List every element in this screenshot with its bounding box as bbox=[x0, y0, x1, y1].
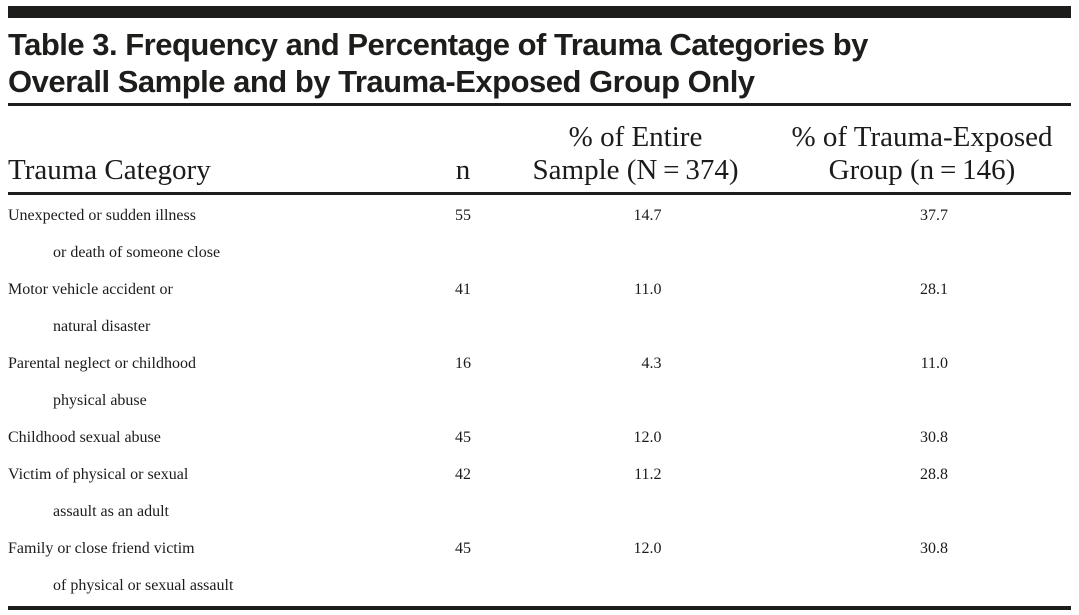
column-header-pct-trauma-exposed: % of Trauma-Exposed Group (n = 146) bbox=[773, 121, 1071, 187]
table-row: Childhood sexual abuse 45 12.0 30.8 bbox=[8, 419, 1071, 456]
cell-trauma-category: Motor vehicle accident or natural disast… bbox=[8, 271, 428, 345]
cell-pct-trauma-exposed: 28.8 bbox=[773, 456, 1071, 493]
column-header-trauma-category: Trauma Category bbox=[8, 154, 211, 186]
cell-n: 41 bbox=[455, 281, 471, 298]
column-header-pct-entire-sample-line1: % of Entire bbox=[568, 121, 703, 153]
pct-trauma-exposed-value: 28.1 bbox=[920, 281, 948, 298]
column-header-pct-entire-sample-line2: Sample (N = 374) bbox=[532, 154, 739, 186]
category-line2: or death of someone close bbox=[53, 244, 221, 261]
cell-n: 42 bbox=[455, 466, 471, 483]
category-line2: physical abuse bbox=[53, 392, 147, 409]
pct-entire-sample-value: 12.0 bbox=[633, 429, 662, 446]
category-line2: natural disaster bbox=[53, 318, 151, 335]
table-row: Victim of physical or sexual assault as … bbox=[8, 456, 1071, 530]
pct-trauma-exposed-value: 28.8 bbox=[920, 466, 948, 483]
pct-entire-sample-value: 14.7 bbox=[633, 207, 662, 224]
cell-pct-entire-sample: 12.0 bbox=[498, 530, 773, 567]
category-line1: Family or close friend victim bbox=[8, 540, 195, 557]
table-body: Unexpected or sudden illness or death of… bbox=[8, 195, 1071, 604]
category-line1: Motor vehicle accident or bbox=[8, 281, 173, 298]
table-row: Family or close friend victim of physica… bbox=[8, 530, 1071, 604]
table-header-row: Trauma Category n % of Entire Sample (N … bbox=[8, 106, 1071, 192]
cell-n: 45 bbox=[455, 540, 471, 557]
table-title: Table 3. Frequency and Percentage of Tra… bbox=[8, 26, 1071, 100]
pct-entire-sample-value: 11.2 bbox=[634, 466, 662, 483]
cell-pct-entire-sample: 11.0 bbox=[498, 271, 773, 308]
cell-pct-entire-sample: 12.0 bbox=[498, 419, 773, 456]
pct-trauma-exposed-value: 37.7 bbox=[920, 207, 948, 224]
category-line1: Victim of physical or sexual bbox=[8, 466, 189, 483]
cell-pct-trauma-exposed: 11.0 bbox=[773, 345, 1071, 382]
cell-n: 16 bbox=[455, 355, 471, 372]
pct-trauma-exposed-value: 11.0 bbox=[920, 355, 948, 372]
cell-pct-trauma-exposed: 28.1 bbox=[773, 271, 1071, 308]
top-black-bar bbox=[8, 6, 1071, 18]
cell-pct-entire-sample: 11.2 bbox=[498, 456, 773, 493]
cell-pct-entire-sample: 4.3 bbox=[498, 345, 773, 382]
category-line1: Childhood sexual abuse bbox=[8, 429, 161, 446]
category-line1: Unexpected or sudden illness bbox=[8, 207, 196, 224]
table-title-line2: Overall Sample and by Trauma-Exposed Gro… bbox=[8, 64, 755, 99]
cell-pct-entire-sample: 14.7 bbox=[498, 197, 773, 234]
cell-trauma-category: Parental neglect or childhood physical a… bbox=[8, 345, 428, 419]
table-figure: Table 3. Frequency and Percentage of Tra… bbox=[0, 6, 1079, 615]
pct-trauma-exposed-value: 30.8 bbox=[920, 429, 948, 446]
table-row: Motor vehicle accident or natural disast… bbox=[8, 271, 1071, 345]
category-line1: Parental neglect or childhood bbox=[8, 355, 196, 372]
pct-trauma-exposed-value: 30.8 bbox=[920, 540, 948, 557]
column-header-pct-trauma-exposed-line2: Group (n = 146) bbox=[828, 154, 1016, 186]
cell-pct-trauma-exposed: 30.8 bbox=[773, 419, 1071, 456]
cell-trauma-category: Victim of physical or sexual assault as … bbox=[8, 456, 428, 530]
table-row: Parental neglect or childhood physical a… bbox=[8, 345, 1071, 419]
cell-pct-trauma-exposed: 30.8 bbox=[773, 530, 1071, 567]
category-line2: of physical or sexual assault bbox=[53, 577, 234, 594]
column-header-pct-entire-sample: % of Entire Sample (N = 374) bbox=[498, 121, 773, 187]
cell-n: 45 bbox=[455, 429, 471, 446]
pct-entire-sample-value: 12.0 bbox=[633, 540, 662, 557]
bottom-rule bbox=[8, 606, 1071, 610]
title-rule bbox=[8, 103, 1071, 106]
cell-trauma-category: Childhood sexual abuse bbox=[8, 419, 428, 456]
header-rule bbox=[8, 192, 1071, 195]
pct-entire-sample-value: 4.3 bbox=[641, 355, 662, 372]
table-title-line1: Table 3. Frequency and Percentage of Tra… bbox=[8, 27, 868, 62]
cell-n: 55 bbox=[455, 207, 471, 224]
cell-trauma-category: Family or close friend victim of physica… bbox=[8, 530, 428, 604]
category-line2: assault as an adult bbox=[53, 503, 169, 520]
table-row: Unexpected or sudden illness or death of… bbox=[8, 197, 1071, 271]
pct-entire-sample-value: 11.0 bbox=[634, 281, 662, 298]
cell-trauma-category: Unexpected or sudden illness or death of… bbox=[8, 197, 428, 271]
cell-pct-trauma-exposed: 37.7 bbox=[773, 197, 1071, 234]
column-header-pct-trauma-exposed-line1: % of Trauma-Exposed bbox=[791, 121, 1053, 153]
column-header-n: n bbox=[455, 154, 471, 186]
